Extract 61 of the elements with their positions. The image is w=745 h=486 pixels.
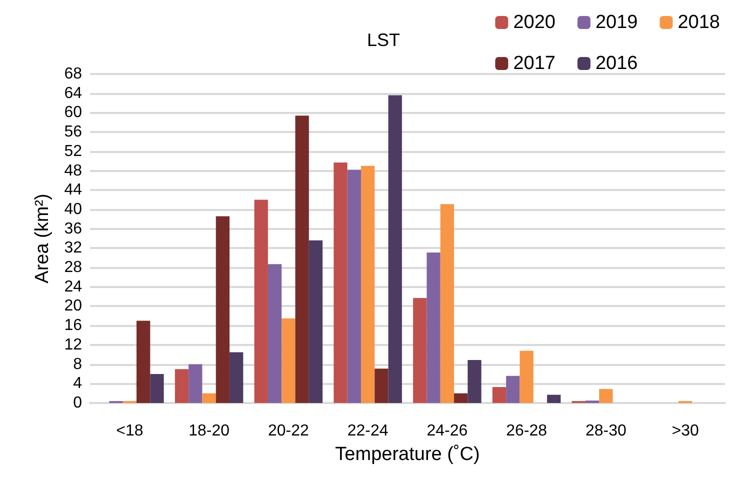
y-tick-label: 8 xyxy=(73,356,82,373)
bar xyxy=(374,368,388,403)
x-tick-label: >30 xyxy=(672,422,699,440)
y-tick-label: 4 xyxy=(73,375,82,392)
legend-label: 2016 xyxy=(595,53,638,74)
bar xyxy=(360,166,375,403)
legend-label: 2020 xyxy=(513,12,556,33)
y-tick-label: 28 xyxy=(64,259,82,276)
bar xyxy=(388,95,402,403)
x-tick-label: 22-24 xyxy=(347,422,388,440)
legend-label: 2018 xyxy=(678,12,720,33)
x-tick-label: 20-22 xyxy=(268,422,309,440)
bar xyxy=(492,387,506,403)
y-axis-title: Area (km²) xyxy=(32,194,53,284)
legend-label: 2017 xyxy=(513,53,556,74)
bar xyxy=(295,116,309,403)
y-tick-label: 24 xyxy=(64,278,82,296)
x-tick-label: 18-20 xyxy=(188,422,230,440)
bar xyxy=(150,374,164,403)
y-tick-label: 68 xyxy=(64,66,82,82)
bar xyxy=(520,350,534,403)
x-tick-label: <18 xyxy=(116,422,144,440)
bar xyxy=(308,240,323,403)
bar xyxy=(174,369,189,403)
bar xyxy=(136,320,150,403)
bar xyxy=(347,170,361,403)
y-tick-label: 48 xyxy=(64,162,82,180)
x-tick-label: 26-28 xyxy=(506,422,548,440)
y-tick-label: 0 xyxy=(73,394,82,412)
bar xyxy=(216,216,230,403)
chart-title: LST xyxy=(367,30,400,50)
y-tick-label: 36 xyxy=(64,220,82,238)
bar xyxy=(599,388,613,403)
bar xyxy=(254,200,268,403)
y-tick-label: 64 xyxy=(64,84,82,102)
y-tick-label: 20 xyxy=(64,298,82,315)
bar xyxy=(282,318,296,403)
y-tick-label: 40 xyxy=(64,200,82,218)
y-tick-label: 60 xyxy=(64,104,82,122)
y-tick-label: 52 xyxy=(64,142,82,160)
y-tick-label: 44 xyxy=(64,182,82,199)
bar xyxy=(547,394,561,403)
y-tick-label: 56 xyxy=(64,124,82,141)
bar xyxy=(202,393,216,403)
legend-label: 2019 xyxy=(595,12,638,33)
y-tick-label: 16 xyxy=(64,317,82,334)
x-tick-label: 24-26 xyxy=(426,422,468,440)
y-tick-label: 12 xyxy=(64,336,82,354)
bar xyxy=(334,162,348,403)
x-tick-label: 28-30 xyxy=(585,422,626,440)
bar xyxy=(454,393,468,403)
bar xyxy=(426,252,440,403)
x-axis-title: Temperature (˚C) xyxy=(335,444,480,465)
bar xyxy=(506,376,520,403)
bar xyxy=(468,360,482,403)
y-tick-label: 32 xyxy=(64,240,82,257)
bar xyxy=(188,364,202,403)
bar xyxy=(413,298,427,403)
bar xyxy=(440,204,454,403)
bar xyxy=(268,264,282,403)
bar xyxy=(230,352,244,403)
